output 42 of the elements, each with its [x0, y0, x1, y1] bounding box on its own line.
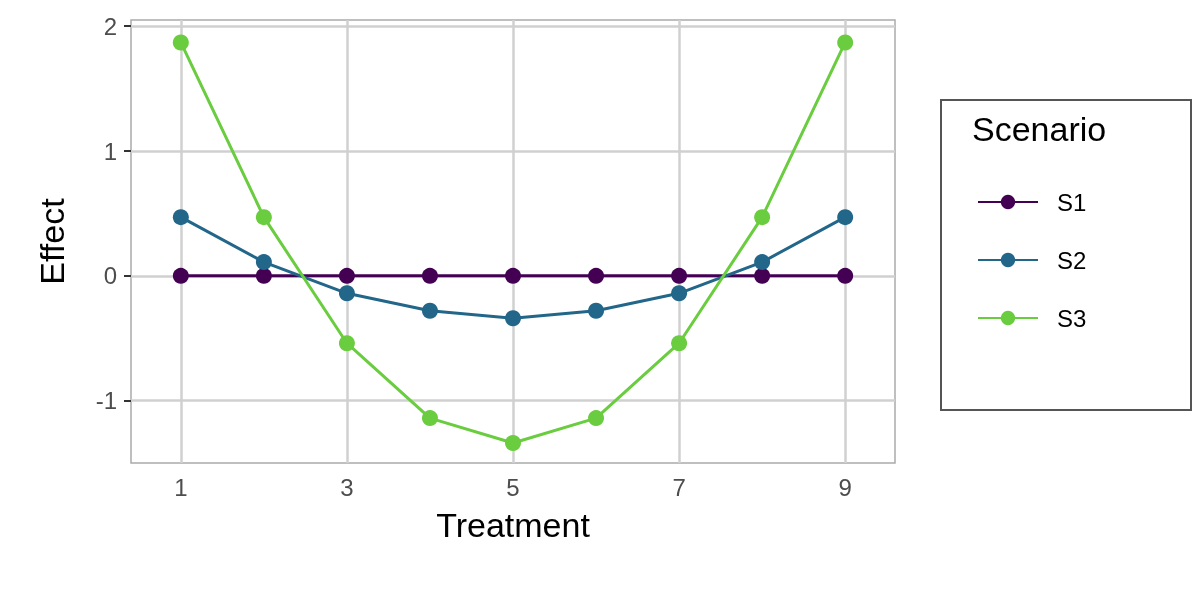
- point: [837, 34, 854, 51]
- point: [421, 267, 438, 284]
- y-tick-label: -1: [95, 387, 117, 415]
- point: [172, 267, 189, 284]
- legend-label: S1: [1057, 188, 1087, 216]
- point: [421, 410, 438, 427]
- point: [671, 285, 688, 302]
- x-tick-label: 3: [340, 473, 354, 501]
- point: [172, 34, 189, 51]
- y-tick-label: 0: [103, 262, 117, 290]
- point: [671, 267, 688, 284]
- y-axis-title: Effect: [33, 197, 71, 285]
- point: [671, 335, 688, 352]
- legend-title: Scenario: [972, 110, 1107, 148]
- y-tick-label: 1: [103, 137, 117, 165]
- x-tick-label: 7: [672, 473, 686, 501]
- point: [172, 209, 189, 226]
- y-tick-label: 2: [103, 12, 117, 40]
- point: [754, 209, 771, 226]
- point: [255, 267, 272, 284]
- point: [505, 435, 521, 452]
- point: [338, 285, 355, 302]
- x-tick-label: 1: [174, 473, 188, 501]
- point: [255, 209, 272, 226]
- legend-label: S2: [1057, 246, 1087, 274]
- point: [837, 209, 854, 226]
- point: [754, 267, 771, 284]
- point: [588, 302, 605, 319]
- x-tick-label: 5: [506, 473, 520, 501]
- point: [837, 267, 854, 284]
- x-axis-title: Treatment: [436, 506, 591, 544]
- legend-label: S3: [1057, 304, 1087, 332]
- point: [338, 267, 355, 284]
- point: [338, 335, 355, 352]
- point: [421, 302, 438, 319]
- point: [588, 410, 605, 427]
- point: [255, 254, 272, 271]
- point: [754, 254, 771, 271]
- point: [505, 267, 521, 284]
- point: [588, 267, 605, 284]
- point: [505, 310, 521, 327]
- x-tick-label: 9: [838, 473, 852, 501]
